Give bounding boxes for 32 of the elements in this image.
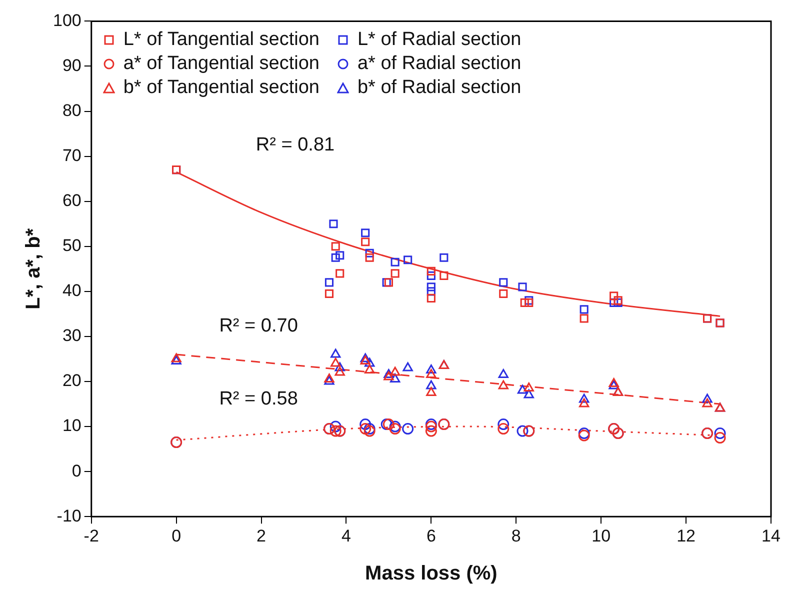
legend-label: L* of Tangential section [123,29,320,52]
y-tick-label: 50 [62,236,82,256]
legend-label: L* of Radial section [357,29,522,52]
y-tick-label: 30 [62,326,82,346]
legend-label: a* of Tangential section [123,53,320,76]
annotation: R² = 0.70 [219,316,298,337]
y-tick-label: -10 [56,506,82,526]
y-axis-title: L*, a*, b* [22,228,45,310]
legend-label: a* of Radial section [357,53,522,76]
annotation: R² = 0.81 [256,134,335,156]
y-tick-label: 40 [62,281,82,300]
x-tick-label: 6 [426,526,436,546]
legend-label: b* of Tangential section [123,77,320,100]
x-tick-label: 14 [762,526,780,546]
y-tick-label: 60 [62,191,82,210]
x-tick-label: 2 [256,526,266,546]
x-tick-label: 0 [172,526,182,546]
y-tick-label: 80 [62,100,82,120]
y-tick-label: 100 [52,10,82,30]
x-tick-label: 12 [676,526,696,546]
x-tick-label: 10 [592,526,611,546]
x-axis-title: Mass loss (%) [365,562,498,585]
legend-label: b* of Radial section [357,77,522,100]
y-tick-label: 90 [62,56,82,75]
annotation: R² = 0.58 [219,388,298,410]
y-tick-label: 70 [62,146,82,165]
x-tick-label: 4 [341,526,351,546]
y-tick-label: 0 [72,461,82,480]
x-tick-label: 8 [511,526,521,546]
y-tick-label: 10 [62,416,82,436]
y-tick-label: 20 [62,371,82,390]
x-tick-label: -2 [84,526,99,546]
